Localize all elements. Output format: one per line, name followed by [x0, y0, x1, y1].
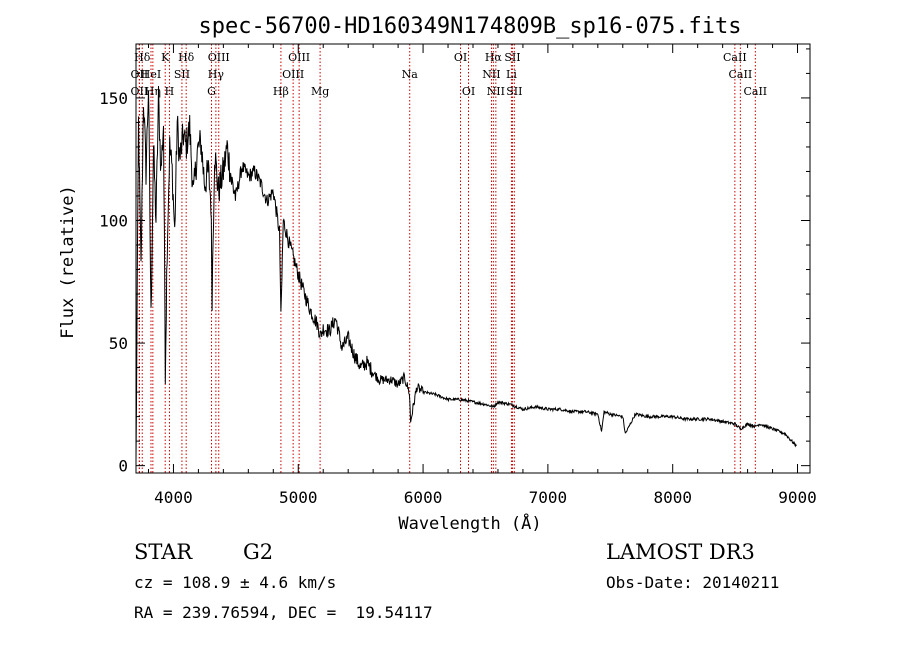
object-class: STAR — [134, 540, 193, 564]
axis-ticks: 4000 5000 6000 7000 8000 9000 0 50 100 150 — [99, 44, 817, 507]
y-tick-label: 100 — [99, 212, 128, 231]
line-label: HeI — [141, 68, 161, 81]
line-label: Hα — [485, 51, 503, 64]
x-tick-label: 8000 — [653, 488, 692, 507]
line-label: Hβ — [273, 85, 289, 98]
line-label: Hδ — [178, 51, 195, 64]
line-label: Na — [402, 68, 419, 81]
x-tick-label: 5000 — [279, 488, 318, 507]
x-axis-label: Wavelength (Å) — [398, 512, 541, 534]
line-label: NII — [482, 68, 500, 81]
y-tick-label: 50 — [109, 334, 128, 353]
line-label: OI — [462, 85, 475, 98]
line-label: OII — [131, 85, 149, 98]
coordinates: RA = 239.76594, DEC = 19.54117 — [134, 603, 433, 622]
object-subclass: G2 — [243, 540, 274, 564]
line-label: CaII — [723, 51, 747, 64]
line-label: Mg — [311, 85, 329, 98]
x-tick-label: 4000 — [154, 488, 193, 507]
line-label: CaII — [729, 68, 753, 81]
line-label: OIII — [282, 68, 304, 81]
spectral-line-markers — [138, 44, 756, 473]
line-label: H — [165, 85, 175, 98]
line-label: NII — [487, 85, 505, 98]
plot-frame — [135, 43, 811, 474]
y-axis-label: Flux (relative) — [58, 185, 78, 339]
x-tick-label: 7000 — [529, 488, 568, 507]
y-tick-label: 0 — [118, 457, 128, 476]
spectrum-line — [135, 85, 797, 461]
chart-title: spec-56700-HD160349N174809B_sp16-075.fit… — [198, 14, 741, 39]
observation-date: Obs-Date: 20140211 — [606, 573, 780, 592]
line-label: OII — [131, 68, 149, 81]
line-label: CaII — [743, 85, 767, 98]
line-label: OIII — [208, 51, 230, 64]
line-label: OI — [454, 51, 467, 64]
survey-label: LAMOST DR3 — [606, 540, 755, 564]
redshift-value: cz = 108.9 ± 4.6 km/s — [134, 573, 337, 592]
y-tick-label: 150 — [99, 89, 128, 108]
line-label: SII — [506, 85, 522, 98]
line-label: G — [207, 85, 216, 98]
line-label: Hγ — [208, 68, 225, 81]
line-label: Li — [506, 68, 517, 81]
line-label: Hδ — [134, 51, 151, 64]
x-tick-label: 6000 — [404, 488, 443, 507]
line-label: SII — [174, 68, 190, 81]
line-label: K — [161, 51, 170, 64]
line-label: SII — [504, 51, 520, 64]
line-label: OIII — [288, 51, 310, 64]
x-tick-label: 9000 — [778, 488, 817, 507]
